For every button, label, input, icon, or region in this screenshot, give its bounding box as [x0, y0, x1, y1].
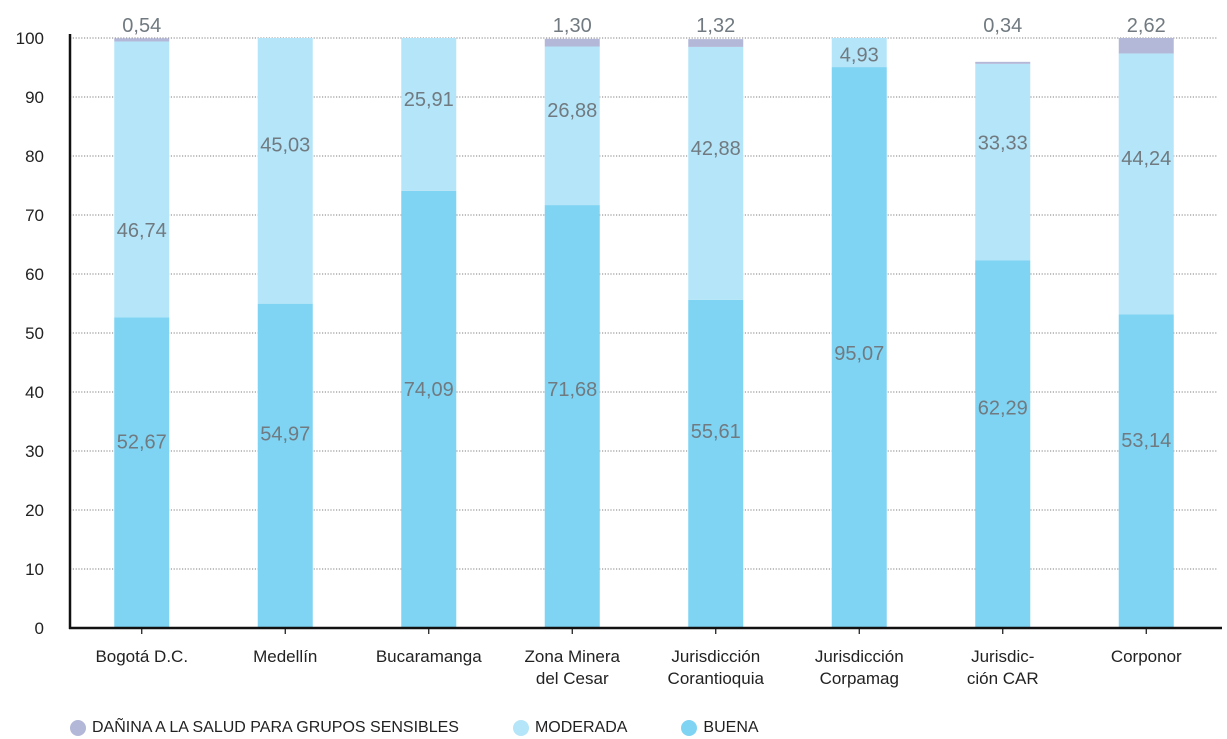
- x-tick-label: Jurisdic-: [971, 647, 1034, 666]
- x-tick-label: ción CAR: [967, 669, 1039, 688]
- y-tick-label: 50: [25, 324, 44, 343]
- legend-swatch: [512, 720, 529, 736]
- y-tick-label: 90: [25, 88, 44, 107]
- y-tick-label: 70: [25, 206, 44, 225]
- legend-item: BUENA: [681, 719, 759, 737]
- bar-segment: [831, 38, 887, 68]
- bar-segment: [975, 260, 1031, 628]
- bar-segment: [975, 61, 1031, 64]
- data-label-moderada: 26,88: [547, 100, 597, 122]
- data-label-buena: 74,09: [404, 379, 454, 401]
- bar-segment: [257, 38, 313, 304]
- data-label-buena: 55,61: [691, 421, 741, 443]
- data-label-danina: 1,30: [553, 15, 592, 37]
- data-label-danina: 0,54: [122, 15, 161, 37]
- data-label-moderada: 44,24: [1121, 148, 1171, 170]
- y-tick-label: 20: [25, 501, 44, 520]
- stacked-bar-chart: 0 10 20 30 40 50 60 70 80 90 100 52,67 46,74 0,54 54,9…: [16, 15, 1222, 688]
- x-tick-label: Bogotá D.C.: [95, 647, 188, 666]
- data-label-danina: 0,34: [983, 15, 1022, 37]
- x-tick-label: Medellín: [253, 647, 317, 666]
- bar-segment: [831, 67, 887, 629]
- x-tick-label: Corantioquia: [668, 669, 765, 688]
- legend-item: MODERADA: [512, 719, 628, 737]
- x-tick-label: Corpamag: [820, 669, 899, 688]
- y-tick-label: 0: [35, 619, 44, 638]
- data-label-moderada: 46,74: [117, 220, 167, 242]
- bar-segment: [114, 41, 170, 318]
- x-tick-label: Zona Minera: [525, 647, 621, 666]
- data-label-moderada: 33,33: [978, 133, 1028, 155]
- data-label-moderada: 4,93: [840, 45, 879, 67]
- data-label-moderada: 42,88: [691, 138, 741, 160]
- bar-segment: [1118, 53, 1174, 315]
- data-label-buena: 52,67: [117, 432, 167, 454]
- y-tick-label: 60: [25, 265, 44, 284]
- bar-segment: [688, 39, 744, 47]
- bar-segment: [975, 63, 1031, 261]
- bar-segment: [401, 38, 457, 191]
- legend-swatch: [70, 720, 86, 736]
- x-tick-label: del Cesar: [536, 669, 609, 688]
- bar-segment: [544, 46, 600, 206]
- legend-label: MODERADA: [534, 719, 628, 736]
- bar-segment: [114, 38, 170, 42]
- data-label-buena: 95,07: [834, 343, 884, 365]
- chart-legend: DAÑINA A LA SALUD PARA GRUPOS SENSIBLES M…: [70, 719, 813, 737]
- legend-item: DAÑINA A LA SALUD PARA GRUPOS SENSIBLES: [70, 719, 459, 737]
- y-tick-label: 100: [16, 29, 44, 48]
- bar-segment: [544, 205, 600, 628]
- data-label-buena: 54,97: [260, 423, 310, 445]
- bar-segment: [1118, 38, 1174, 54]
- bar-segment: [114, 317, 170, 628]
- bar-segment: [688, 299, 744, 628]
- x-tick-label: Jurisdicción: [671, 647, 760, 666]
- data-label-buena: 62,29: [978, 397, 1028, 419]
- bar-segment: [544, 38, 600, 47]
- bar-segment: [257, 303, 313, 628]
- x-tick-label: Jurisdicción: [815, 647, 904, 666]
- y-tick-label: 30: [25, 442, 44, 461]
- data-label-buena: 71,68: [547, 379, 597, 401]
- data-label-buena: 53,14: [1121, 430, 1171, 452]
- legend-label: DAÑINA A LA SALUD PARA GRUPOS SENSIBLES: [92, 719, 459, 736]
- legend-swatch: [681, 720, 698, 736]
- bar-segment: [688, 46, 744, 300]
- y-tick-label: 80: [25, 147, 44, 166]
- data-label-moderada: 45,03: [260, 134, 310, 156]
- data-label-moderada: 25,91: [404, 89, 454, 111]
- y-tick-label: 10: [25, 560, 44, 579]
- legend-label: BUENA: [703, 719, 759, 736]
- x-tick-label: Bucaramanga: [376, 647, 482, 666]
- bar-segment: [1118, 314, 1174, 628]
- y-tick-label: 40: [25, 383, 44, 402]
- data-label-danina: 2,62: [1127, 15, 1166, 37]
- bar-segment: [401, 190, 457, 628]
- x-tick-label: Corponor: [1111, 647, 1182, 666]
- data-label-danina: 1,32: [696, 15, 735, 37]
